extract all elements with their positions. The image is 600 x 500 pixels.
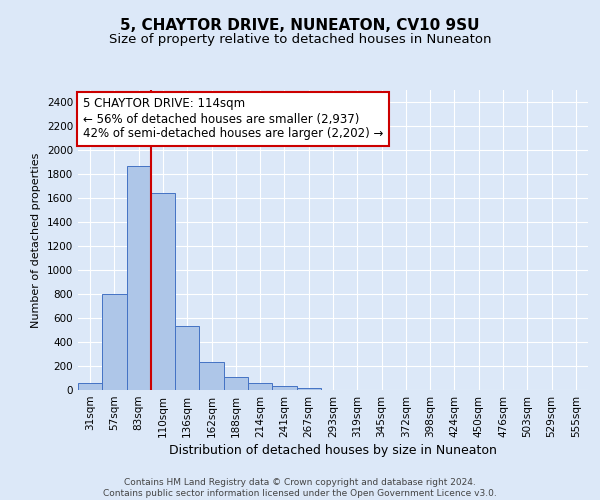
Text: Size of property relative to detached houses in Nuneaton: Size of property relative to detached ho… bbox=[109, 32, 491, 46]
Bar bbox=[248, 384, 272, 390]
Y-axis label: Number of detached properties: Number of detached properties bbox=[31, 152, 41, 328]
Bar bbox=[78, 384, 102, 390]
Text: 5, CHAYTOR DRIVE, NUNEATON, CV10 9SU: 5, CHAYTOR DRIVE, NUNEATON, CV10 9SU bbox=[120, 18, 480, 32]
Bar bbox=[151, 193, 175, 390]
Bar bbox=[199, 362, 224, 390]
X-axis label: Distribution of detached houses by size in Nuneaton: Distribution of detached houses by size … bbox=[169, 444, 497, 457]
Bar bbox=[127, 166, 151, 390]
Bar bbox=[272, 386, 296, 390]
Bar bbox=[102, 294, 127, 390]
Text: Contains HM Land Registry data © Crown copyright and database right 2024.
Contai: Contains HM Land Registry data © Crown c… bbox=[103, 478, 497, 498]
Bar bbox=[224, 377, 248, 390]
Text: 5 CHAYTOR DRIVE: 114sqm
← 56% of detached houses are smaller (2,937)
42% of semi: 5 CHAYTOR DRIVE: 114sqm ← 56% of detache… bbox=[83, 98, 383, 140]
Bar bbox=[175, 326, 199, 390]
Bar bbox=[296, 388, 321, 390]
